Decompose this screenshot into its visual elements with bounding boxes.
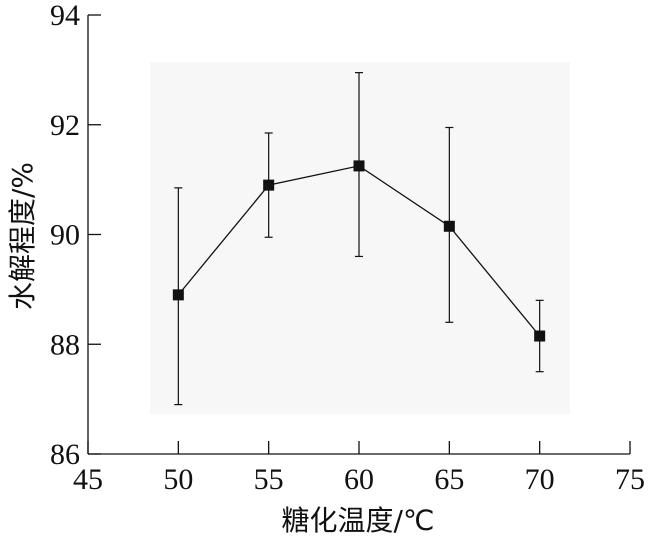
y-tick-label: 86 <box>50 438 80 471</box>
x-tick-label: 60 <box>344 463 374 496</box>
x-tick-label: 65 <box>434 463 464 496</box>
x-tick-label: 55 <box>254 463 284 496</box>
data-point <box>443 220 455 232</box>
data-point <box>263 179 275 191</box>
y-tick-label: 88 <box>50 328 80 361</box>
data-point <box>172 289 184 301</box>
data-point <box>534 330 546 342</box>
data-point <box>353 160 365 172</box>
x-axis-label: 糖化温度/℃ <box>282 504 435 537</box>
axes: 45 50 55 60 65 70 75 86 88 90 92 94 <box>50 0 645 496</box>
plot-background <box>150 62 570 414</box>
x-tick-label: 45 <box>73 463 103 496</box>
x-tick-label: 50 <box>163 463 193 496</box>
x-tick-label: 70 <box>525 463 555 496</box>
data-marks <box>172 72 546 406</box>
y-axis-label: 水解程度/% <box>6 162 39 310</box>
y-tick-label: 92 <box>50 109 80 142</box>
y-tick-label: 94 <box>50 0 80 32</box>
x-tick-label: 75 <box>615 463 645 496</box>
y-tick-label: 90 <box>50 219 80 252</box>
